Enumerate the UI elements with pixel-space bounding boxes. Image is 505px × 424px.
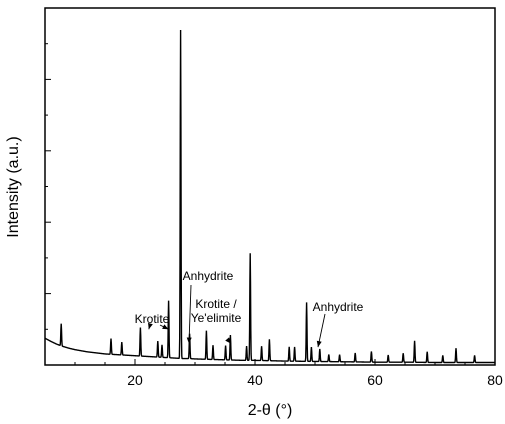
x-tick-label: 40 bbox=[247, 372, 263, 388]
annotation-arrowhead bbox=[225, 337, 231, 344]
xrd-pattern-line bbox=[44, 29, 495, 364]
x-tick-label: 60 bbox=[367, 372, 383, 388]
y-axis-title: Intensity (a.u.) bbox=[5, 136, 22, 237]
annotation-arrow-line bbox=[188, 284, 192, 344]
annotation-label: Krotite bbox=[135, 312, 170, 326]
x-tick-label: 80 bbox=[487, 372, 503, 388]
annotation-arrowhead bbox=[148, 322, 153, 330]
x-axis-title: 2-θ (°) bbox=[248, 402, 293, 419]
annotation-label: Krotite / bbox=[195, 297, 237, 311]
annotation-arrowhead bbox=[162, 324, 169, 330]
plot-frame bbox=[44, 7, 496, 366]
annotation-label: Anhydrite bbox=[313, 300, 364, 314]
plot-border bbox=[44, 7, 496, 366]
annotation-arrowhead bbox=[316, 340, 322, 348]
series-layer bbox=[44, 29, 495, 364]
annotation-layer: Krotite Anhydrite Krotite /Ye'elimite Anhyd… bbox=[135, 269, 364, 348]
annotation-arrowhead bbox=[186, 337, 192, 344]
annotation-label: Anhydrite bbox=[183, 269, 234, 283]
x-tick-label: 20 bbox=[127, 372, 143, 388]
ticks-layer: 20 40 60 80 bbox=[45, 43, 503, 388]
annotation-label: Ye'elimite bbox=[191, 311, 242, 325]
